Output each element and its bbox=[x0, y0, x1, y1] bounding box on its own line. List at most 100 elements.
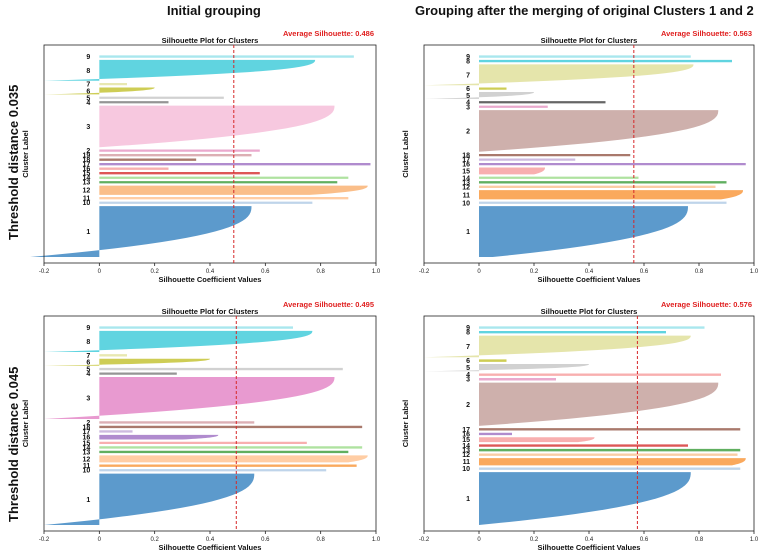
cluster-label-18: 18 bbox=[83, 157, 91, 164]
cluster-label-15: 15 bbox=[83, 171, 91, 178]
cluster-bar-15 bbox=[479, 437, 595, 443]
cluster-bar-17 bbox=[99, 163, 371, 166]
cluster-label-14: 14 bbox=[462, 443, 470, 450]
x-tick-label: 0.2 bbox=[150, 537, 159, 543]
cluster-label-2: 2 bbox=[86, 420, 90, 427]
column-header-merged: Grouping after the merging of original C… bbox=[415, 3, 754, 18]
cluster-label-1: 1 bbox=[86, 229, 90, 236]
cluster-label-19: 19 bbox=[83, 153, 91, 160]
cluster-bar-9 bbox=[99, 326, 293, 329]
cluster-bar-15 bbox=[99, 441, 307, 445]
cluster-bar-4 bbox=[479, 101, 606, 104]
cluster-bar-6 bbox=[44, 358, 210, 366]
cluster-bar-2 bbox=[479, 110, 719, 152]
x-tick-label: 0.8 bbox=[316, 269, 325, 275]
cluster-bar-12 bbox=[479, 185, 716, 188]
column-header-initial: Initial grouping bbox=[167, 3, 261, 18]
cluster-bar-1 bbox=[44, 473, 255, 525]
cluster-label-16: 16 bbox=[83, 435, 91, 442]
cluster-bar-7 bbox=[424, 335, 691, 358]
cluster-label-1: 1 bbox=[466, 229, 470, 236]
cluster-label-2: 2 bbox=[466, 402, 470, 409]
cluster-label-8: 8 bbox=[466, 330, 470, 337]
cluster-bar-8 bbox=[479, 59, 732, 63]
cluster-bar-4 bbox=[479, 373, 721, 376]
cluster-bar-18 bbox=[99, 425, 363, 429]
cluster-label-5: 5 bbox=[86, 367, 90, 374]
cluster-label-7: 7 bbox=[466, 344, 470, 351]
cluster-label-17: 17 bbox=[83, 429, 91, 436]
x-tick-label: 1.0 bbox=[750, 537, 759, 543]
cluster-label-9: 9 bbox=[86, 325, 90, 332]
cluster-bar-6 bbox=[44, 87, 155, 95]
cluster-label-6: 6 bbox=[86, 360, 90, 367]
cluster-label-5: 5 bbox=[466, 93, 470, 100]
cluster-label-6: 6 bbox=[466, 358, 470, 365]
cluster-bar-18 bbox=[479, 153, 631, 157]
y-axis-label: Cluster Label bbox=[401, 130, 410, 178]
x-tick-label: 0.4 bbox=[206, 269, 215, 275]
cluster-label-16: 16 bbox=[83, 166, 91, 173]
x-tick-label: 0.4 bbox=[585, 537, 594, 543]
cluster-label-14: 14 bbox=[83, 175, 91, 182]
x-tick-label: 0.6 bbox=[261, 537, 270, 543]
cluster-label-3: 3 bbox=[466, 104, 470, 111]
cluster-label-10: 10 bbox=[462, 466, 470, 473]
cluster-label-11: 11 bbox=[463, 192, 471, 199]
cluster-bar-10 bbox=[479, 467, 741, 470]
average-silhouette-label: Average Silhouette: 0.563 bbox=[661, 29, 752, 38]
cluster-bar-11 bbox=[99, 197, 349, 200]
cluster-label-13: 13 bbox=[462, 180, 470, 187]
cluster-label-12: 12 bbox=[462, 184, 470, 191]
cluster-label-3: 3 bbox=[86, 124, 90, 131]
cluster-label-11: 11 bbox=[463, 459, 471, 466]
cluster-bar-9 bbox=[479, 55, 691, 58]
x-tick-label: -0.2 bbox=[39, 269, 50, 275]
cluster-bar-14 bbox=[99, 176, 349, 179]
cluster-bar-2 bbox=[99, 149, 260, 152]
cluster-label-14: 14 bbox=[83, 445, 91, 452]
y-axis-label: Cluster Label bbox=[21, 130, 30, 178]
cluster-bar-13 bbox=[99, 181, 338, 184]
cluster-bar-13 bbox=[479, 181, 727, 184]
cluster-bar-5 bbox=[99, 367, 343, 371]
cluster-bar-1 bbox=[30, 206, 252, 257]
cluster-bar-11 bbox=[99, 464, 357, 467]
cluster-bar-5 bbox=[99, 96, 224, 99]
cluster-bar-14 bbox=[479, 444, 688, 447]
x-tick-label: 1.0 bbox=[372, 269, 381, 275]
cluster-label-5: 5 bbox=[466, 365, 470, 372]
cluster-bar-16 bbox=[479, 162, 746, 166]
cluster-label-12: 12 bbox=[462, 452, 470, 459]
cluster-label-1: 1 bbox=[466, 496, 470, 503]
cluster-bar-10 bbox=[479, 201, 727, 204]
x-tick-label: 0.8 bbox=[316, 537, 325, 543]
cluster-label-16: 16 bbox=[462, 162, 470, 169]
cluster-bar-16 bbox=[99, 167, 169, 170]
cluster-bar-2 bbox=[99, 421, 255, 424]
cluster-label-3: 3 bbox=[466, 377, 470, 384]
x-tick-label: 0.4 bbox=[206, 537, 215, 543]
cluster-label-2: 2 bbox=[86, 148, 90, 155]
plot-title: Silhouette Plot for Clusters bbox=[541, 36, 638, 45]
x-tick-label: 0 bbox=[98, 537, 102, 543]
x-tick-label: 0.8 bbox=[695, 537, 704, 543]
x-tick-label: 0.2 bbox=[530, 537, 539, 543]
cluster-bar-7 bbox=[99, 82, 127, 86]
cluster-bar-17 bbox=[479, 428, 741, 431]
cluster-label-15: 15 bbox=[462, 168, 470, 175]
cluster-bar-12 bbox=[99, 455, 368, 463]
x-tick-label: 0.2 bbox=[530, 269, 539, 275]
x-tick-label: 0.2 bbox=[150, 269, 159, 275]
cluster-bar-3 bbox=[44, 376, 335, 420]
cluster-bar-14 bbox=[479, 176, 639, 179]
x-axis-label: Silhouette Coefficient Values bbox=[538, 275, 641, 284]
x-tick-label: -0.2 bbox=[419, 537, 430, 543]
cluster-label-3: 3 bbox=[86, 396, 90, 403]
x-tick-label: 1.0 bbox=[372, 537, 381, 543]
cluster-label-8: 8 bbox=[466, 59, 470, 66]
cluster-bar-1 bbox=[479, 206, 688, 257]
cluster-bar-9 bbox=[479, 326, 705, 329]
cluster-label-4: 4 bbox=[86, 371, 90, 378]
